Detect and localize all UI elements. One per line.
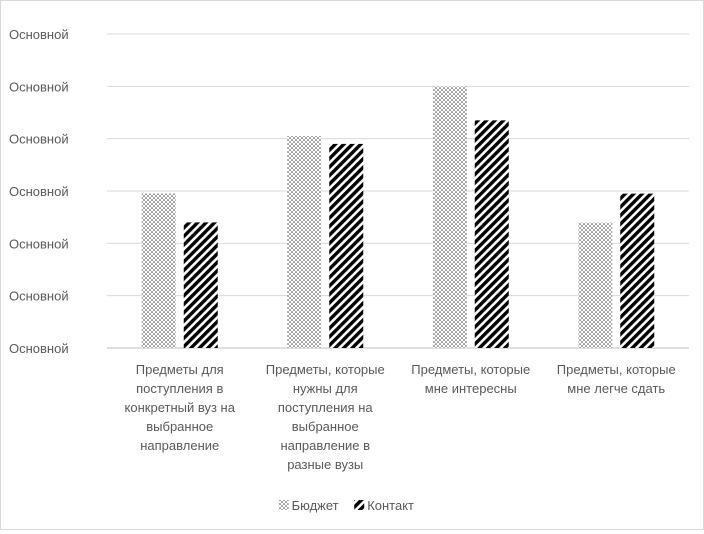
y-tick-label: Основной bbox=[9, 341, 69, 356]
y-tick-label: Основной bbox=[9, 132, 69, 147]
y-tick-label: Основной bbox=[9, 27, 69, 42]
y-tick-label: Основной bbox=[9, 236, 69, 251]
y-tick-label: Основной bbox=[9, 289, 69, 304]
y-axis-tick-labels: Основной Основной Основной Основной Основной… bbox=[9, 27, 69, 356]
legend-label: Контакт bbox=[367, 498, 414, 513]
legend-swatch-Контакт bbox=[354, 500, 365, 510]
x-category-label: Предметы для поступления в конкретный вуз … bbox=[125, 362, 236, 453]
bar-Контакт-3 bbox=[620, 193, 655, 348]
x-category-label: Предметы, которые нужны для поступления на… bbox=[266, 362, 385, 472]
x-category-label: Предметы, которые мне легче сдать bbox=[557, 362, 676, 396]
legend: Бюджет Контакт bbox=[278, 498, 414, 513]
legend-swatch-Бюджет bbox=[278, 500, 289, 510]
bar-Контакт-2 bbox=[474, 120, 509, 348]
bar-Бюджет-3 bbox=[578, 222, 613, 348]
y-tick-label: Основной bbox=[9, 184, 69, 199]
bars bbox=[141, 86, 655, 348]
x-category-label: Предметы, которые мне интересны bbox=[411, 362, 530, 396]
bar-Контакт-0 bbox=[183, 222, 218, 348]
bar-Бюджет-0 bbox=[141, 193, 176, 348]
bar-Бюджет-2 bbox=[432, 86, 467, 348]
bar-Бюджет-1 bbox=[287, 136, 322, 348]
legend-label: Бюджет bbox=[292, 498, 339, 513]
y-tick-label: Основной bbox=[9, 79, 69, 94]
x-axis-category-labels: Предметы для поступления в конкретный вуз … bbox=[125, 362, 676, 472]
bar-Контакт-1 bbox=[329, 143, 364, 348]
